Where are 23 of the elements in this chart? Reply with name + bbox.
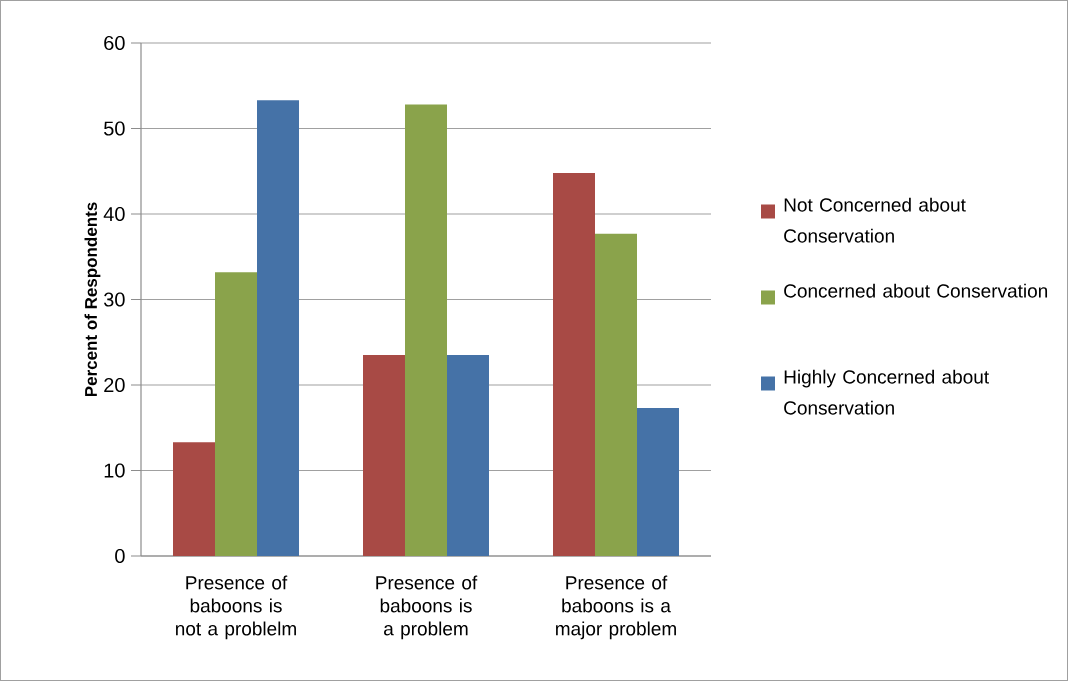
- y-tick-label: 60: [104, 35, 125, 51]
- bar: [173, 442, 215, 556]
- y-tick-label: 40: [103, 206, 125, 222]
- y-tick-label: 50: [104, 121, 125, 136]
- bar: [363, 355, 405, 556]
- bar: [595, 233, 637, 556]
- x-tick-label: Presence of baboons is a major problem: [556, 575, 676, 640]
- bar: [637, 408, 679, 556]
- bar: [405, 104, 447, 556]
- legend-label: Concerned about Conservation: [784, 283, 1048, 298]
- y-tick-label: 10: [104, 463, 125, 478]
- bar: [553, 172, 595, 556]
- x-tick-label: Presence of baboons is a problem: [376, 575, 478, 640]
- y-tick-label: 0: [115, 548, 125, 564]
- y-tick-label: 20: [104, 377, 125, 393]
- bar: [257, 100, 300, 556]
- legend-label: Highly Concerned about Conservation: [784, 369, 989, 415]
- x-tick-label: Presence of baboons is not a problelm: [176, 575, 296, 640]
- y-axis-title: Percent of Respondents: [84, 202, 101, 397]
- legend-label: Not Concerned about Conservation: [784, 197, 966, 243]
- bar: [447, 355, 489, 556]
- bar: [215, 272, 257, 556]
- y-tick-label: 30: [103, 292, 125, 307]
